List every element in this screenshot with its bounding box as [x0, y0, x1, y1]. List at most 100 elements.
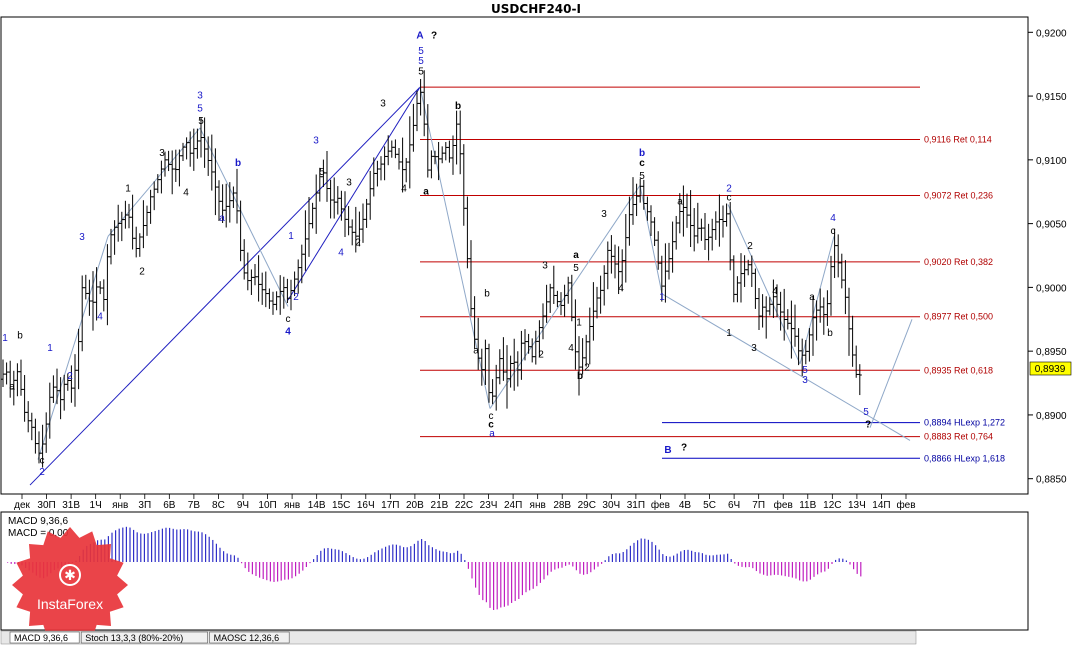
price-tick-label: 0,8950 [1036, 347, 1067, 358]
instaforex-watermark: ✱ InstaForex [12, 527, 128, 643]
chart-title: USDCHF240-I [491, 2, 581, 16]
wave-label: 2 [747, 241, 753, 252]
fib-level-label: 0,9072 Ret 0,236 [924, 191, 993, 201]
current-price-label: 0,8939 [1035, 364, 1066, 375]
wave-label: 5 [573, 263, 579, 274]
wave-label: c [488, 420, 494, 431]
wave-label: b [17, 330, 23, 341]
time-tick-label: янв [284, 500, 300, 511]
wave-label: 4 [338, 248, 344, 259]
price-tick-label: 0,8850 [1036, 475, 1067, 486]
wave-label: 1 [726, 328, 732, 339]
indicator-tab-bg [80, 631, 208, 644]
wave-label: 3 [601, 209, 607, 220]
trend-lines [29, 86, 913, 486]
time-tick-label: 8С [212, 500, 225, 511]
watermark-logo-icon [59, 564, 81, 586]
time-tick-label: 13Ч [848, 500, 866, 511]
trend-line [287, 86, 421, 301]
time-tick-label: 4В [679, 500, 692, 511]
extension-level-label: 0,8894 HLexp 1,272 [924, 418, 1005, 428]
wave-label: 2 [355, 237, 361, 248]
trend-line [199, 127, 289, 307]
wave-label: 4 [830, 213, 836, 224]
wave-label: 1 [125, 184, 131, 195]
wave-label: 1 [2, 333, 8, 344]
macd-histogram [6, 526, 862, 610]
wave-label: 1 [47, 343, 53, 354]
time-tick-label: 14П [872, 500, 890, 511]
current-price-box [1029, 361, 1072, 376]
wave-label: 2 [39, 467, 45, 478]
price-tick-label: 0,9200 [1036, 28, 1067, 39]
time-tick-label: янв [530, 500, 546, 511]
wave-label: 3 [380, 98, 386, 109]
fib-level-label: 0,9020 Ret 0,382 [924, 257, 993, 267]
time-tick-label: 31В [62, 500, 80, 511]
wave-label: 3 [197, 91, 203, 102]
wave-label: 1 [576, 318, 582, 329]
wave-label: 1 [659, 292, 665, 303]
wave-label: 5 [319, 167, 325, 178]
price-axis: 0,9200 0,9150 0,9100 0,9050 0,9000 0,8950 0,89… [1028, 28, 1067, 486]
current-price-marker: 0,8939 [1029, 361, 1072, 376]
wave-label: 2 [726, 184, 732, 195]
time-tick-label: 12С [823, 500, 841, 511]
indicator-tabs: MACD 9,36,6 Stoch 13,3,3 (80%-20%) MAOSC 1… [9, 631, 290, 644]
wave-label: 5 [418, 66, 424, 77]
wave-label: 2 [67, 371, 73, 382]
wave-label: A [416, 31, 423, 42]
wave-label: b [639, 148, 645, 159]
price-tick-label: 0,9000 [1036, 283, 1067, 294]
trend-line [29, 86, 421, 486]
wave-label: B [664, 445, 671, 456]
wave-label: 2 [584, 362, 590, 373]
trend-line [727, 204, 801, 365]
wave-label: 4 [97, 311, 103, 322]
indicator-tab-label: Stoch 13,3,3 (80%-20%) [85, 633, 183, 643]
time-tick-label: 20В [406, 500, 424, 511]
wave-label: c [489, 411, 494, 422]
extension-levels: 0,8894 HLexp 1,272 0,8866 HLexp 1,618 [662, 418, 1005, 463]
time-tick-label: янв [112, 500, 128, 511]
trend-line [869, 319, 913, 428]
wave-label: b [484, 288, 490, 299]
wave-label: a [489, 429, 495, 440]
wave-label: c [40, 455, 45, 466]
time-tick-label: 6Ч [728, 500, 740, 511]
trend-line [661, 293, 911, 441]
indicator-tab-label: MACD 9,36,6 [14, 633, 68, 643]
wave-label: 3 [79, 232, 85, 243]
price-tick-label: 0,9050 [1036, 220, 1067, 231]
time-tick-label: 30П [37, 500, 55, 511]
wave-label: a [9, 381, 15, 392]
watermark-logo-glyph: ✱ [64, 568, 76, 584]
wave-label: 1 [288, 231, 294, 242]
wave-label: 2 [538, 350, 544, 361]
indicator-tab[interactable]: MAOSC 12,36,6 [209, 631, 290, 644]
wave-label: 4 [568, 343, 574, 354]
price-bars [1, 70, 862, 468]
wave-label: 4 [401, 184, 407, 195]
price-tick-label: 0,9150 [1036, 92, 1067, 103]
wave-label: 5 [863, 407, 869, 418]
wave-label: a [809, 292, 815, 303]
fib-level-label: 0,9116 Ret 0,114 [924, 134, 992, 144]
wave-label: a [677, 196, 683, 207]
wave-label: c [831, 226, 836, 237]
time-tick-label: 29С [578, 500, 596, 511]
wave-label: 5 [418, 46, 424, 57]
wave-label: c [286, 314, 291, 325]
wave-label: 5 [197, 103, 203, 114]
time-tick-label: 11В [799, 500, 816, 511]
time-tick-label: 15С [332, 500, 350, 511]
time-tick-label: 23Ч [480, 500, 498, 511]
fib-level-label: 0,8977 Ret 0,500 [924, 312, 993, 322]
time-tick-label: 21В [431, 500, 449, 511]
wave-label: 5 [198, 116, 204, 127]
indicator-panel-frame [0, 511, 1029, 631]
indicator-tab[interactable]: Stoch 13,3,3 (80%-20%) [80, 631, 208, 644]
wave-label: 3 [159, 148, 165, 159]
indicator-tab[interactable]: MACD 9,36,6 [9, 631, 80, 644]
